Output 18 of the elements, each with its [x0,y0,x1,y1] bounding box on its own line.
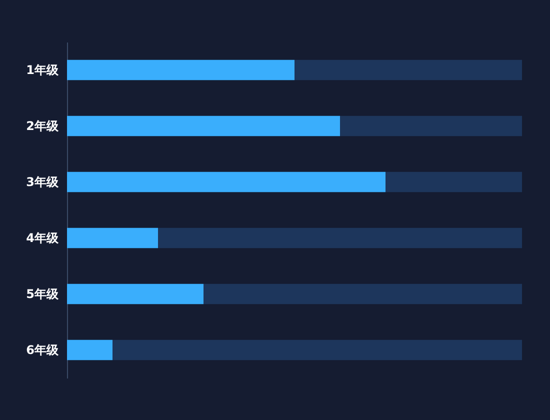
bar [204,284,522,304]
bar [112,340,522,360]
bar [294,60,522,80]
y-tick-label: 1年级 [26,63,60,77]
y-tick-label: 5年级 [26,287,60,301]
y-tick-label: 4年级 [26,231,60,245]
bar [67,60,294,80]
y-tick-label: 2年级 [26,119,60,133]
bar [67,284,204,304]
y-tick-label: 3年级 [26,175,60,189]
bar [67,340,112,360]
bar [67,228,158,248]
bar [67,116,340,136]
y-tick-label: 6年级 [26,343,60,357]
bar [158,228,522,248]
bar [386,172,522,192]
bar [340,116,522,136]
bar [67,172,386,192]
